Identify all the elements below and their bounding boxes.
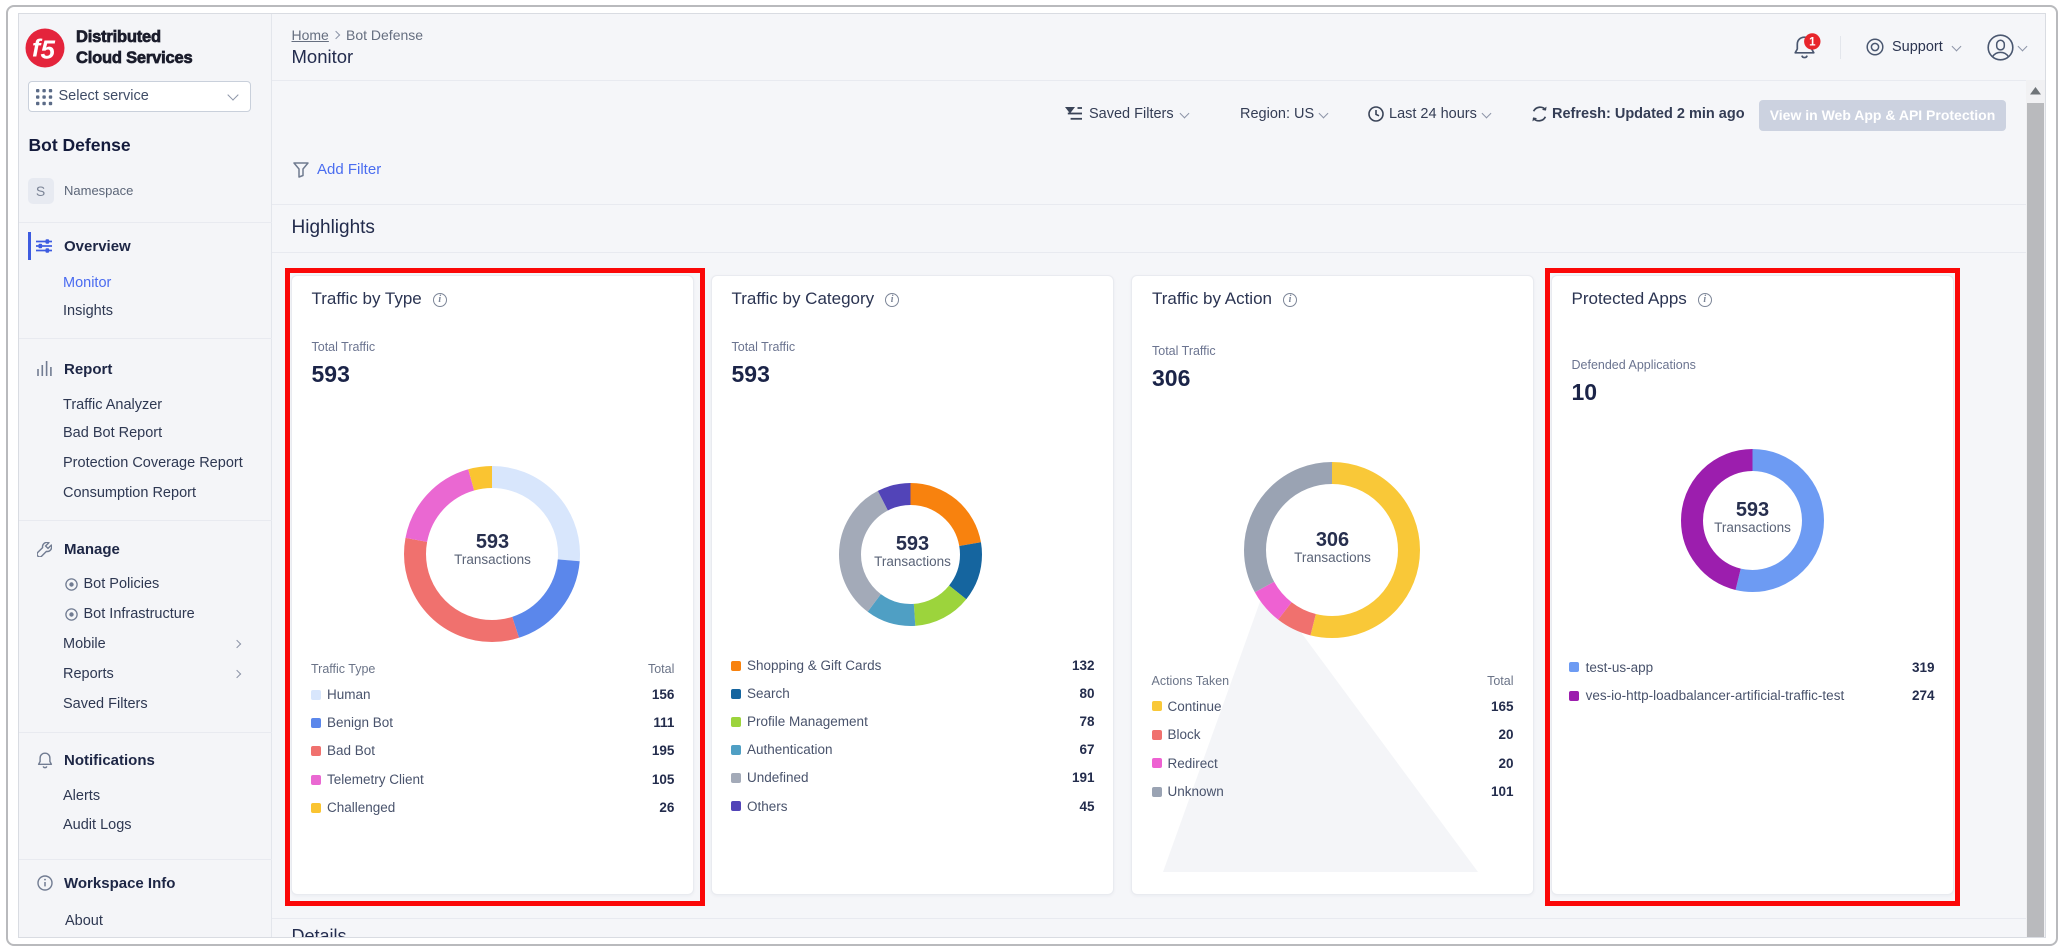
svg-text:1: 1 (1809, 37, 1816, 49)
svg-text:f: f (32, 35, 43, 63)
svg-text:5: 5 (41, 35, 56, 65)
